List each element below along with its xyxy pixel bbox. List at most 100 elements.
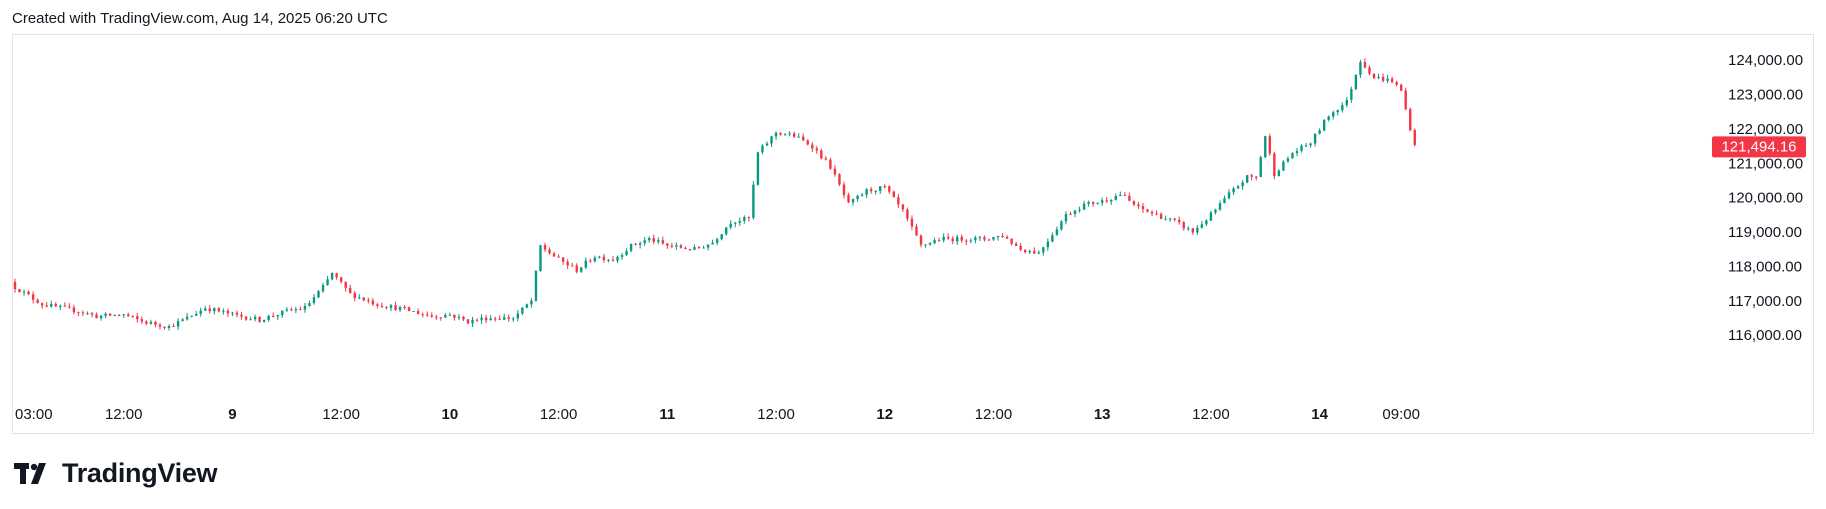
candle-body <box>765 143 769 146</box>
candle <box>747 216 751 222</box>
candle <box>208 305 211 314</box>
candle-body <box>1368 67 1371 74</box>
candle <box>1200 220 1204 229</box>
candle <box>874 190 877 195</box>
candle <box>31 291 35 304</box>
y-tick-label: 123,000.00 <box>1728 87 1803 104</box>
candle-body <box>185 316 189 320</box>
candle-body <box>281 310 284 316</box>
candle-body <box>521 307 524 314</box>
candle <box>720 233 723 241</box>
candle-body <box>181 319 184 321</box>
candle-body <box>847 194 850 203</box>
candle <box>933 237 936 245</box>
x-tick-label: 09:00 <box>1382 406 1420 423</box>
candle <box>421 312 424 318</box>
candle-body <box>489 318 492 321</box>
candle <box>394 301 397 311</box>
candle-body <box>439 317 443 319</box>
candle-body <box>1409 109 1412 131</box>
candle <box>226 308 230 317</box>
candle-body <box>824 158 828 160</box>
candle-body <box>1028 250 1031 253</box>
candle <box>498 315 501 321</box>
candle-body <box>1245 175 1249 183</box>
candle <box>1282 160 1285 171</box>
candle-body <box>204 308 207 311</box>
candle-body <box>1350 89 1353 100</box>
candle <box>743 215 746 224</box>
candle <box>1255 175 1258 181</box>
candle-body <box>1087 201 1090 204</box>
candle <box>86 311 89 315</box>
candle-body <box>783 134 787 136</box>
candle-body <box>937 240 941 242</box>
candle <box>217 307 221 313</box>
x-tick-label: 12:00 <box>975 406 1013 423</box>
candle <box>258 316 261 323</box>
candle-body <box>951 238 954 242</box>
candle-body <box>507 317 510 319</box>
candle <box>634 242 637 246</box>
candle-body <box>1155 213 1158 215</box>
candle-body <box>620 255 624 257</box>
candle-body <box>1345 99 1349 106</box>
candle-body <box>1381 76 1385 81</box>
chart-frame: 116,000.00 117,000.00 118,000.00 119,000.00… <box>12 34 1814 434</box>
candle-body <box>589 260 592 262</box>
candle <box>466 319 470 325</box>
candle <box>480 314 483 324</box>
candle-body <box>127 314 130 316</box>
candle-body <box>163 326 166 328</box>
candle <box>507 314 510 322</box>
candle-body <box>45 305 48 307</box>
candle <box>734 221 737 228</box>
candle-body <box>448 314 452 316</box>
candle <box>1078 206 1081 213</box>
candle <box>534 269 538 302</box>
candle-body <box>27 291 30 295</box>
candle-body <box>593 257 597 262</box>
candle-body <box>702 247 705 249</box>
candle <box>924 244 927 248</box>
candle-series <box>13 58 1416 331</box>
candle-body <box>820 150 823 159</box>
candle <box>1313 133 1317 147</box>
candle <box>453 314 456 321</box>
candle <box>131 315 134 318</box>
candle-body <box>607 259 610 261</box>
candle <box>824 156 828 161</box>
candle-body <box>1105 200 1108 202</box>
candle <box>195 310 198 316</box>
candle <box>643 237 646 246</box>
candle <box>380 302 384 308</box>
candle-body <box>484 317 488 321</box>
candle <box>1110 199 1113 205</box>
candle-body <box>924 244 927 246</box>
candle <box>145 320 148 326</box>
last-price-label: 121,494.16 <box>1721 138 1796 155</box>
candle-body <box>684 247 687 249</box>
candle-body <box>40 303 44 306</box>
candle <box>974 235 977 244</box>
candle-body <box>407 307 411 312</box>
candle-body <box>575 265 578 272</box>
candle <box>330 272 334 281</box>
candle-body <box>1001 235 1004 238</box>
candle <box>570 262 574 267</box>
candle <box>1399 83 1403 92</box>
candle <box>312 293 316 305</box>
candle <box>951 236 954 245</box>
candle <box>1023 249 1027 254</box>
candle-body <box>213 308 216 312</box>
candle-body <box>969 240 973 242</box>
candle-body <box>833 168 837 175</box>
candle-body <box>480 317 483 321</box>
candle <box>725 227 728 236</box>
candle-body <box>99 315 103 319</box>
candle <box>811 141 814 153</box>
candle <box>847 192 850 204</box>
candle <box>385 306 388 310</box>
candle-body <box>457 316 461 318</box>
candle-body <box>942 236 945 241</box>
